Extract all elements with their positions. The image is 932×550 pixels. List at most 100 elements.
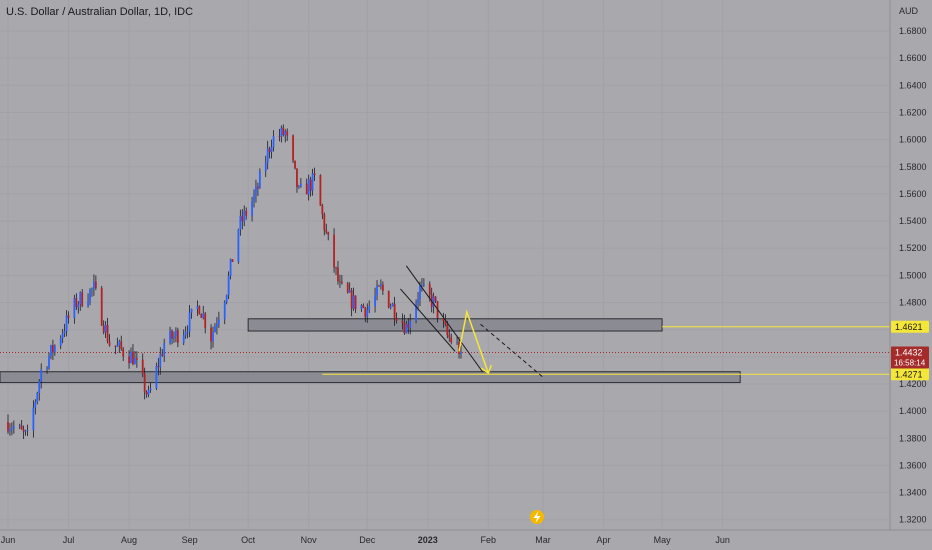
gridlines (0, 0, 890, 530)
candle-body (214, 326, 216, 332)
candle-body (444, 320, 447, 325)
candle-body (38, 381, 41, 393)
candle-body (346, 283, 349, 293)
y-tick-label: 1.4000 (899, 406, 927, 416)
candle-body (321, 205, 324, 215)
candle-body (352, 295, 355, 309)
y-tick-label: 1.6400 (899, 80, 927, 90)
candle-body (12, 426, 15, 429)
candle-body (325, 230, 328, 233)
candle-body (216, 323, 218, 327)
x-tick-label: Oct (241, 535, 256, 545)
candle-body (26, 430, 29, 432)
candle-body (264, 162, 267, 172)
candle-body (175, 330, 177, 337)
candle-body (67, 315, 70, 318)
candle-body (362, 305, 365, 308)
candle-body (374, 295, 376, 307)
lightning-icon[interactable] (530, 510, 544, 524)
y-tick-label: 1.6800 (899, 26, 927, 36)
candle-body (323, 214, 326, 231)
candle-body (108, 341, 111, 346)
candle-body (292, 135, 294, 161)
candle-body (128, 356, 130, 364)
candle-body (446, 324, 449, 336)
x-tick-label: Aug (121, 535, 137, 545)
candle-body (93, 281, 95, 289)
x-tick-label: May (654, 535, 672, 545)
candle-body (9, 429, 11, 432)
candle-body (122, 348, 125, 357)
candle-body (61, 333, 64, 339)
candle-body (319, 175, 322, 206)
candle-body (434, 296, 437, 302)
candle-body (354, 295, 357, 310)
price-label-2-bg (891, 368, 929, 381)
candle-body (89, 289, 91, 302)
candle-body (407, 324, 410, 328)
candle-body (190, 308, 193, 313)
candle-body (143, 373, 146, 393)
candle-body (182, 335, 185, 343)
drawings (400, 265, 544, 378)
candle-body (200, 314, 203, 318)
candle-body (229, 259, 232, 276)
channel-upper-line (405, 265, 483, 373)
candle-body (161, 354, 164, 356)
candle-body (227, 275, 230, 296)
candle-body (104, 325, 107, 333)
candle-body (163, 343, 166, 356)
candle-body (135, 358, 138, 360)
candle-body (337, 267, 339, 282)
candle-body (46, 368, 48, 370)
candle-body (116, 345, 119, 347)
candles (7, 124, 462, 440)
candle-body (52, 345, 54, 353)
candle-body (305, 183, 308, 195)
price-label-2: 1.4271 (895, 369, 923, 379)
candle-body (118, 341, 121, 346)
y-tick-label: 1.5200 (899, 243, 927, 253)
candle-body (130, 351, 132, 364)
candle-body (456, 342, 458, 343)
candle-body (155, 366, 158, 389)
candle-body (294, 160, 296, 169)
candle-body (169, 330, 171, 344)
y-tick-label: 1.4800 (899, 298, 927, 308)
candle-body (114, 345, 117, 347)
candle-body (255, 186, 257, 195)
x-tick-label: Jun (1, 535, 16, 545)
candle-body (106, 325, 109, 342)
y-tick-label: 1.3200 (899, 515, 927, 525)
candle-body (32, 407, 35, 431)
candle-body (450, 337, 453, 343)
y-tick-label: 1.3600 (899, 460, 927, 470)
candle-body (7, 421, 9, 432)
candle-body (198, 306, 201, 315)
candle-body (173, 336, 175, 339)
candle-body (141, 359, 144, 374)
candle-body (405, 324, 408, 334)
candle-body (403, 322, 406, 334)
candle-body (202, 313, 205, 318)
candle-body (442, 317, 445, 321)
candle-body (245, 210, 248, 216)
candle-body (186, 331, 189, 333)
candle-body (258, 171, 261, 189)
candle-body (333, 234, 335, 268)
candle-body (389, 306, 392, 308)
candle-body (100, 287, 103, 326)
candle-body (391, 303, 394, 307)
support-zone (247, 318, 663, 332)
candle-body (350, 290, 353, 309)
price-label-1-bg (891, 320, 929, 333)
candle-body (53, 345, 56, 353)
candle-body (257, 186, 259, 189)
candle-body (77, 304, 80, 308)
candle-body (36, 392, 39, 402)
candle-body (18, 425, 21, 427)
x-tick-label: Mar (535, 535, 551, 545)
candle-body (225, 295, 228, 303)
